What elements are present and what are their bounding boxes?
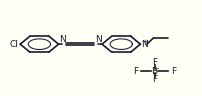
Text: F: F xyxy=(171,67,176,76)
Text: F: F xyxy=(152,58,157,67)
Text: F: F xyxy=(133,67,138,76)
Text: +: + xyxy=(142,39,148,45)
Text: F: F xyxy=(152,75,157,84)
Text: N: N xyxy=(141,40,148,49)
Text: Cl: Cl xyxy=(10,40,19,49)
Text: -: - xyxy=(156,66,159,72)
Text: B: B xyxy=(152,67,158,76)
Text: N: N xyxy=(59,35,66,44)
Text: N: N xyxy=(95,35,102,44)
